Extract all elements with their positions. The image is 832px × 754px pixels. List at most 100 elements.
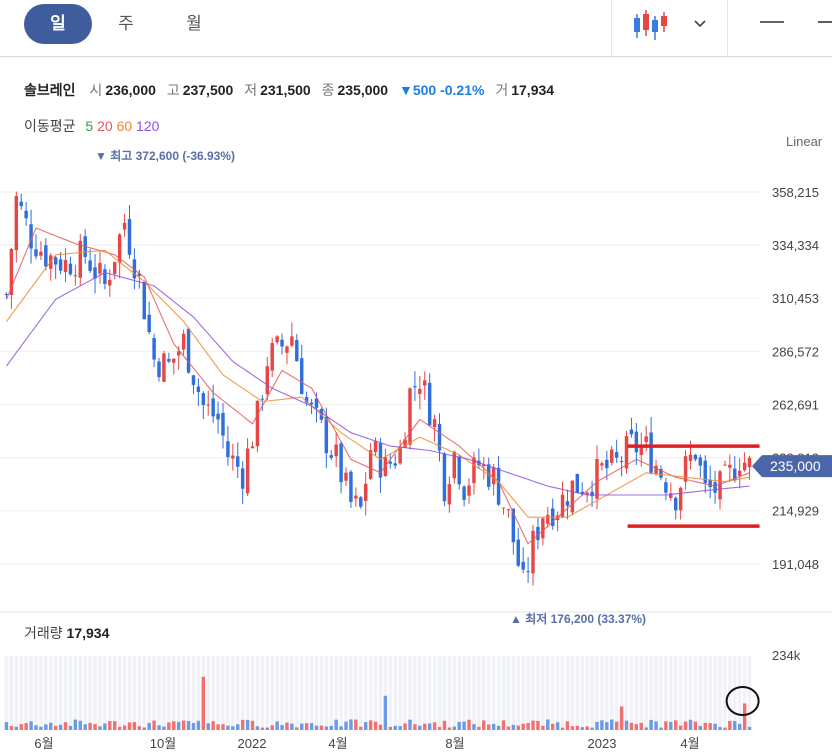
- minimize-button[interactable]: [756, 8, 786, 44]
- volume-bar: [324, 726, 329, 730]
- volume-bar: [683, 721, 688, 730]
- ma-line-120: [6, 272, 750, 496]
- tab-daily[interactable]: 일: [24, 4, 92, 44]
- volume-bar: [152, 720, 156, 730]
- candle-body: [29, 224, 33, 249]
- volume-bg-bar: [132, 656, 137, 730]
- volume-axis-label: 234k: [772, 648, 801, 663]
- volume-bar: [58, 724, 63, 730]
- candle-body: [580, 491, 584, 495]
- volume-bar: [526, 722, 530, 730]
- candle-body: [678, 487, 683, 511]
- candle-body: [152, 338, 156, 360]
- candle-body: [221, 412, 225, 436]
- candle-body: [373, 441, 378, 453]
- candle-body: [644, 436, 648, 443]
- candle-body: [570, 480, 575, 513]
- volume-bg-bar: [211, 656, 215, 730]
- candle-body: [703, 460, 707, 483]
- candle-body: [39, 251, 43, 256]
- stock-summary: 솔브레인 시 236,000 고 237,500 저 231,500 종 235,000…: [24, 80, 561, 100]
- volume-bar: [78, 720, 82, 730]
- candle-body: [255, 400, 260, 447]
- candle-body: [186, 328, 191, 373]
- chart-type-dropdown[interactable]: [688, 8, 712, 44]
- volume-bar: [595, 721, 599, 730]
- candle-body: [103, 269, 107, 284]
- volume-bg-bar: [418, 656, 422, 730]
- menu-button[interactable]: [814, 8, 832, 44]
- volume-bar: [570, 726, 575, 730]
- candle-body: [93, 267, 97, 279]
- volume-bg-bar: [186, 656, 191, 730]
- volume-bg-bar: [29, 656, 33, 730]
- candle-body: [300, 358, 304, 395]
- volume-bar: [693, 721, 698, 730]
- change-value: 500: [412, 82, 437, 98]
- ma-120[interactable]: 120: [136, 118, 160, 134]
- candle-body: [541, 518, 545, 539]
- volume-bar: [723, 727, 727, 730]
- candle-body: [683, 456, 688, 482]
- volume-bar: [142, 727, 146, 730]
- ma-5[interactable]: 5: [85, 118, 94, 134]
- volume-bar: [24, 723, 28, 730]
- candle-body: [659, 469, 663, 478]
- volume-bar: [496, 725, 501, 730]
- volume-bar: [122, 725, 127, 730]
- volume-bg-bar: [629, 656, 634, 730]
- volume-bar: [83, 724, 87, 730]
- candle-body: [408, 388, 412, 445]
- volume-bg-bar: [275, 656, 279, 730]
- volume-bar: [127, 722, 132, 730]
- candle-body: [575, 473, 580, 493]
- y-tick-label: 334,334: [772, 238, 819, 253]
- volume-bar: [619, 706, 624, 730]
- volume-bg-bar: [290, 656, 294, 730]
- volume-bar: [176, 721, 181, 730]
- volume-bar: [688, 719, 693, 730]
- candle-body: [137, 273, 142, 276]
- candle-body: [176, 351, 181, 356]
- volume-bg-bar: [511, 656, 516, 730]
- candle-body: [565, 501, 570, 506]
- volume-bar: [472, 724, 476, 730]
- candle-body: [127, 219, 132, 255]
- volume-bar: [240, 719, 245, 730]
- volume-bar: [521, 723, 525, 730]
- volume-bg-bar: [157, 656, 161, 730]
- ma-60[interactable]: 60: [116, 118, 133, 134]
- volume-bg-bar: [713, 656, 717, 730]
- candle-body: [245, 448, 250, 494]
- candle-body: [4, 293, 9, 296]
- volume-bar: [216, 724, 220, 730]
- volume-bg-bar: [693, 656, 698, 730]
- x-tick-label: 8월: [445, 736, 464, 751]
- volume-bg-bar: [78, 656, 82, 730]
- candle-body: [472, 457, 476, 484]
- volume-title-value: 17,934: [66, 625, 110, 641]
- candle-body: [432, 419, 437, 428]
- ma-20[interactable]: 20: [97, 118, 113, 134]
- volume-bg-bar: [127, 656, 132, 730]
- tab-weekly[interactable]: 주: [118, 14, 134, 34]
- scale-mode-toggle[interactable]: Linear: [786, 134, 823, 149]
- volume-bg-bar: [73, 656, 78, 730]
- candle-body: [378, 443, 383, 478]
- volume-bar: [398, 726, 402, 730]
- chevron-down-icon: [694, 20, 706, 28]
- candle-body: [674, 497, 678, 511]
- volume-bar: [329, 725, 333, 730]
- volume-bar: [698, 725, 703, 730]
- candle-body: [324, 416, 329, 454]
- candle-body: [9, 248, 14, 296]
- volume-bar: [550, 723, 555, 730]
- volume-bar: [634, 724, 639, 730]
- volume-bg-bar: [39, 656, 43, 730]
- chart-type-button[interactable]: [628, 8, 672, 44]
- volume-bar: [221, 724, 225, 730]
- tab-monthly[interactable]: 월: [186, 14, 202, 34]
- candle-body: [73, 275, 78, 277]
- volume-bar: [654, 721, 658, 730]
